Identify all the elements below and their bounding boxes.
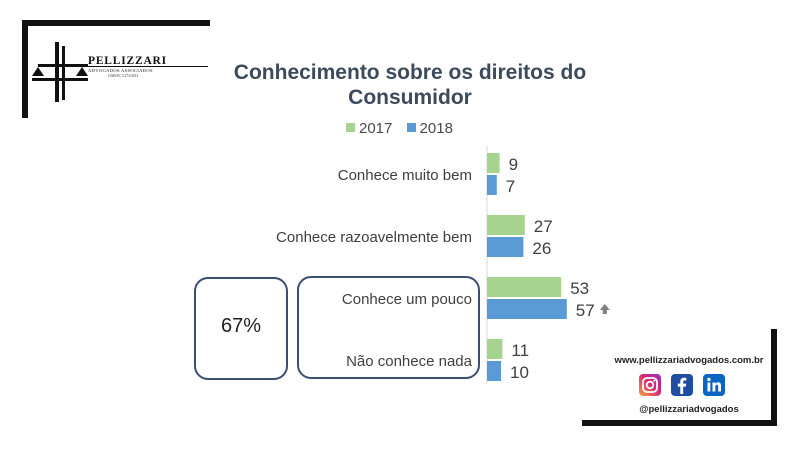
- data-label-2018-3: 10: [510, 363, 529, 382]
- brand-logo: PELLIZZARI ADVOGADOS ASSOCIADOS OAB/SC 3…: [30, 38, 220, 110]
- instagram-icon[interactable]: [639, 374, 661, 396]
- website-link[interactable]: www.pellizzariadvogados.com.br: [614, 355, 764, 366]
- bar-2018-1: [487, 237, 524, 257]
- data-label-2017-2: 53: [570, 279, 589, 298]
- legend-label-2018: 2018: [419, 120, 453, 137]
- bar-2018-0: [487, 175, 497, 195]
- linkedin-icon[interactable]: [703, 374, 725, 396]
- data-label-2018-2: 57: [576, 301, 595, 320]
- bar-2017-3: [487, 339, 503, 359]
- share-annotation-box: [194, 277, 288, 380]
- up-arrow-icon: [599, 304, 610, 314]
- category-label-3: Não conhece nada: [346, 353, 472, 370]
- social-handle: @pellizzariadvogados: [639, 404, 739, 415]
- scales-of-justice-icon: [32, 42, 88, 102]
- bar-2018-3: [487, 361, 501, 381]
- bar-2017-2: [487, 277, 562, 297]
- data-label-2017-3: 11: [511, 341, 529, 360]
- legend-item-2018: 2018: [406, 120, 453, 137]
- corner-frame-top-left: [22, 20, 210, 118]
- data-label-2018-1: 26: [532, 239, 551, 258]
- legend-label-2017: 2017: [359, 120, 393, 137]
- data-label-2018-0: 7: [506, 177, 515, 196]
- chart-legend: 2017 2018: [346, 120, 463, 137]
- category-group-box: [297, 276, 480, 379]
- legend-item-2017: 2017: [346, 120, 392, 137]
- facebook-icon[interactable]: [671, 374, 693, 396]
- share-annotation-label: 67%: [220, 315, 262, 337]
- chart-title: Conhecimento sobre os direitos do Consum…: [233, 61, 587, 109]
- bar-2018-2: [487, 299, 567, 319]
- corner-frame-bottom-right: [582, 329, 777, 426]
- brand-name: PELLIZZARI: [88, 55, 167, 67]
- bar-2017-1: [487, 215, 525, 235]
- legend-swatch-2018: [406, 123, 416, 132]
- category-label-2: Conhece um pouco: [341, 291, 472, 308]
- data-label-2017-0: 9: [509, 155, 518, 174]
- brand-registration: OAB/SC 3.273/2014: [108, 74, 139, 78]
- category-label-0: Conhece muito bem: [337, 167, 472, 184]
- category-label-1: Conhece razoavelmente bem: [276, 229, 472, 246]
- data-label-2017-1: 27: [534, 217, 553, 236]
- bar-2017-0: [487, 153, 500, 173]
- brand-subtitle: ADVOGADOS ASSOCIADOS: [88, 68, 153, 73]
- legend-swatch-2017: [346, 123, 355, 132]
